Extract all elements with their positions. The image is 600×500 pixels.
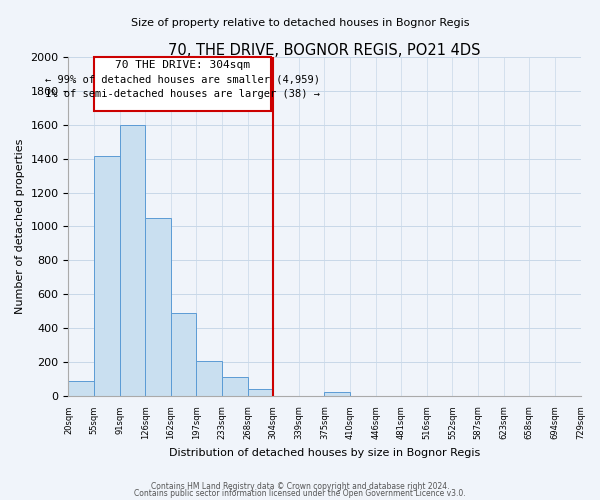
Y-axis label: Number of detached properties: Number of detached properties xyxy=(15,138,25,314)
Bar xyxy=(94,156,119,396)
Title: 70, THE DRIVE, BOGNOR REGIS, PO21 4DS: 70, THE DRIVE, BOGNOR REGIS, PO21 4DS xyxy=(168,42,481,58)
Bar xyxy=(171,312,196,396)
Bar xyxy=(68,381,94,396)
FancyBboxPatch shape xyxy=(94,58,271,112)
Bar xyxy=(248,389,273,396)
Text: Contains public sector information licensed under the Open Government Licence v3: Contains public sector information licen… xyxy=(134,490,466,498)
X-axis label: Distribution of detached houses by size in Bognor Regis: Distribution of detached houses by size … xyxy=(169,448,480,458)
Text: Contains HM Land Registry data © Crown copyright and database right 2024.: Contains HM Land Registry data © Crown c… xyxy=(151,482,449,491)
Text: 1% of semi-detached houses are larger (38) →: 1% of semi-detached houses are larger (3… xyxy=(45,88,320,99)
Bar xyxy=(145,218,171,396)
Text: Size of property relative to detached houses in Bognor Regis: Size of property relative to detached ho… xyxy=(131,18,469,28)
Text: ← 99% of detached houses are smaller (4,959): ← 99% of detached houses are smaller (4,… xyxy=(45,74,320,85)
Text: 70 THE DRIVE: 304sqm: 70 THE DRIVE: 304sqm xyxy=(115,60,250,70)
Bar xyxy=(325,392,350,396)
Bar xyxy=(119,125,145,396)
Bar xyxy=(196,361,222,396)
Bar xyxy=(222,377,248,396)
